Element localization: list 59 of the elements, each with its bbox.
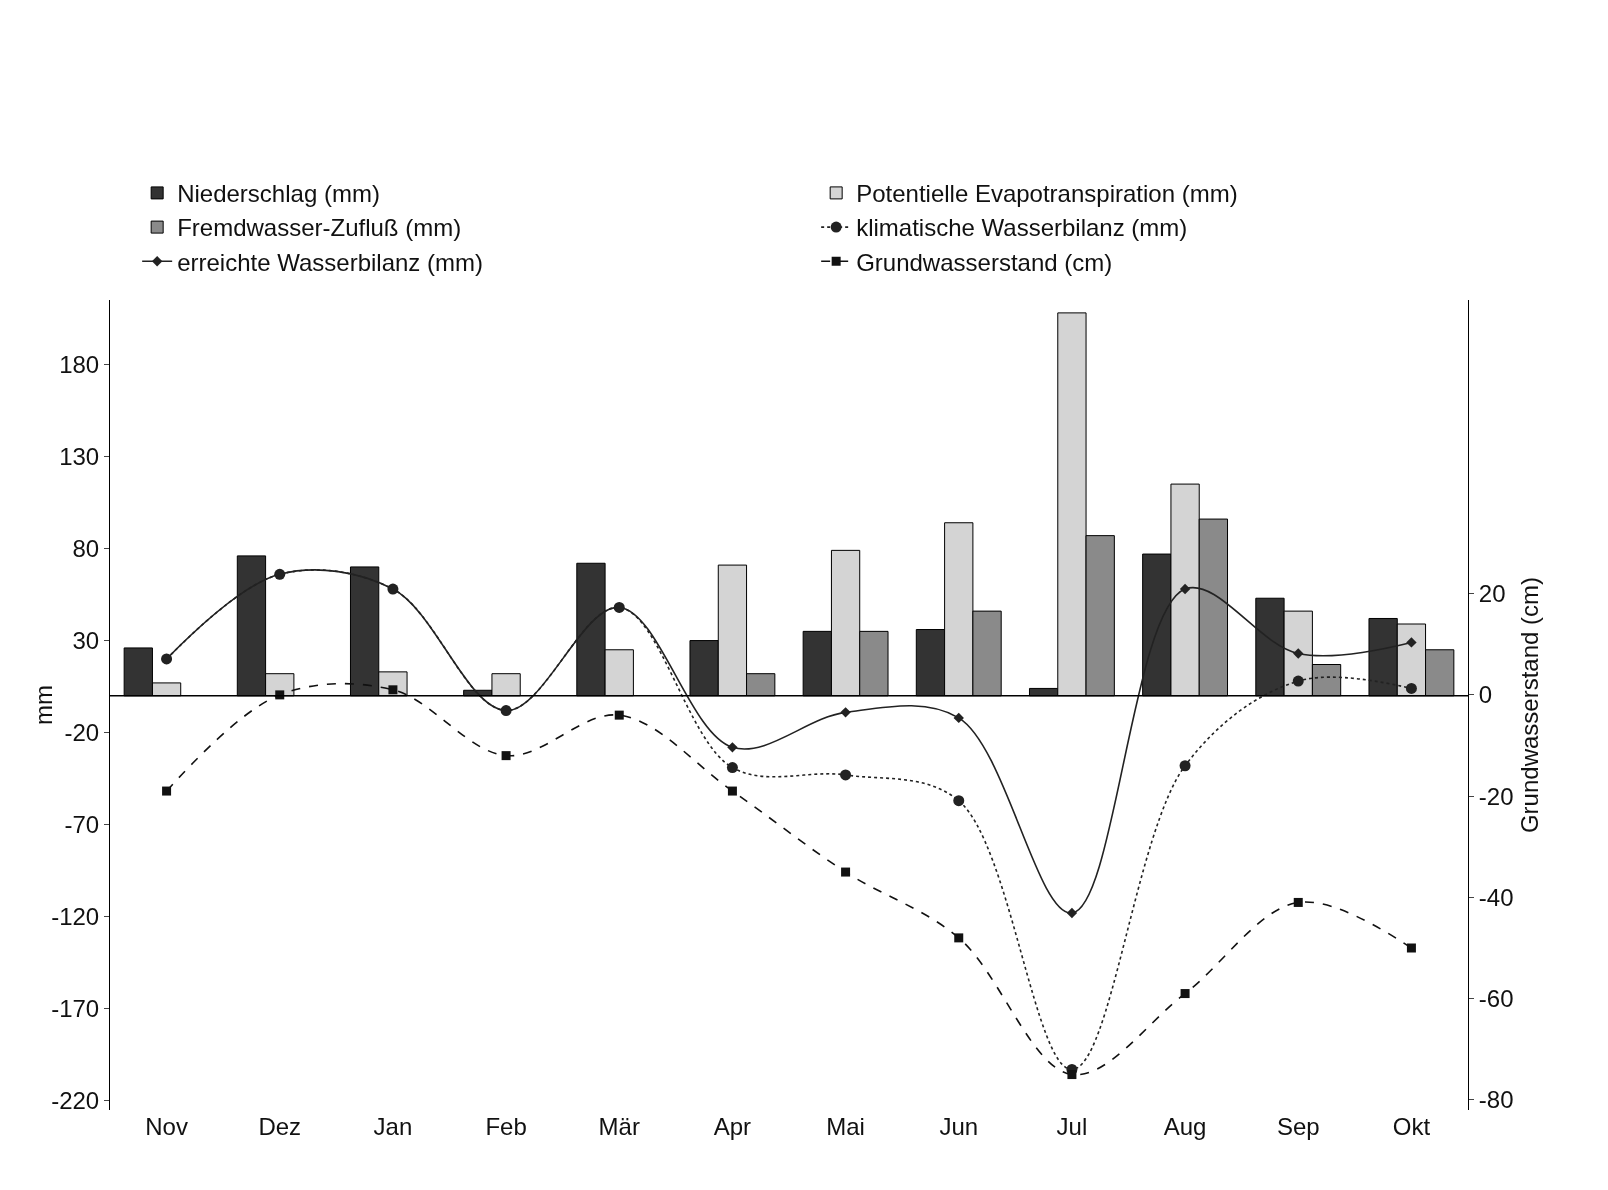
point	[162, 786, 172, 796]
x-tick-label: Jul	[1056, 1113, 1088, 1140]
y2-tick-label: 20	[1478, 580, 1506, 608]
point	[501, 751, 511, 761]
x-tick-label: Mär	[598, 1113, 640, 1140]
point	[727, 786, 737, 796]
point	[840, 707, 851, 718]
y-axis-title: mm	[30, 685, 57, 725]
y2-tick-label: -80	[1478, 1086, 1514, 1114]
point	[953, 712, 964, 724]
x-tick-label: Jan	[373, 1113, 413, 1140]
y-tick-label: -70	[64, 811, 100, 839]
point	[1292, 675, 1304, 687]
point	[388, 685, 398, 695]
point	[614, 710, 624, 720]
x-tick-label: Mai	[826, 1113, 865, 1140]
point	[1405, 682, 1417, 694]
point	[1179, 760, 1191, 772]
legend-label: Fremdwasser-Zufluß (mm)	[177, 214, 462, 242]
x-tick-label: Apr	[713, 1113, 752, 1140]
y-tick-label: -170	[51, 995, 100, 1023]
point	[1180, 989, 1190, 999]
x-tick-label: Dez	[258, 1113, 302, 1140]
x-tick-label: Jun	[939, 1113, 979, 1140]
point	[1066, 907, 1078, 919]
y-tick-label: 180	[59, 350, 100, 378]
y-tick-label: -220	[51, 1087, 100, 1115]
legend-label: Niederschlag (mm)	[177, 180, 380, 208]
point	[953, 795, 965, 807]
y2-tick-label: -20	[1478, 782, 1514, 810]
x-tick-label: Sep	[1276, 1113, 1320, 1140]
legend-label: Grundwasserstand (cm)	[856, 248, 1113, 276]
point	[726, 762, 738, 774]
y2-tick-label: -60	[1478, 985, 1514, 1013]
y-tick-label: -20	[64, 719, 100, 747]
y2-tick-label: -40	[1478, 883, 1514, 911]
x-tick-label: Aug	[1163, 1113, 1207, 1140]
point	[1293, 648, 1304, 659]
point	[841, 867, 851, 877]
point	[1406, 637, 1417, 648]
legend-label: klimatische Wasserbilanz (mm)	[856, 214, 1188, 242]
y-tick-label: 130	[59, 442, 100, 470]
x-tick-label: Feb	[485, 1113, 527, 1140]
point	[1406, 943, 1416, 953]
y2-axis-title: Grundwasserstand (cm)	[1516, 576, 1543, 834]
y-tick-label: 30	[72, 626, 100, 654]
point	[1179, 583, 1191, 595]
point	[1067, 1070, 1077, 1080]
point	[1293, 897, 1303, 907]
legend-label: erreichte Wasserbilanz (mm)	[177, 248, 483, 276]
point	[954, 933, 964, 943]
legend-label: Potentielle Evapotranspiration (mm)	[856, 180, 1238, 208]
y2-tick-label: 0	[1478, 681, 1493, 709]
x-tick-label: Okt	[1392, 1113, 1431, 1140]
y-tick-label: 80	[72, 534, 100, 562]
x-tick-label: Nov	[145, 1113, 188, 1140]
point	[840, 769, 852, 781]
point	[727, 742, 738, 753]
y-tick-label: -120	[51, 903, 100, 931]
